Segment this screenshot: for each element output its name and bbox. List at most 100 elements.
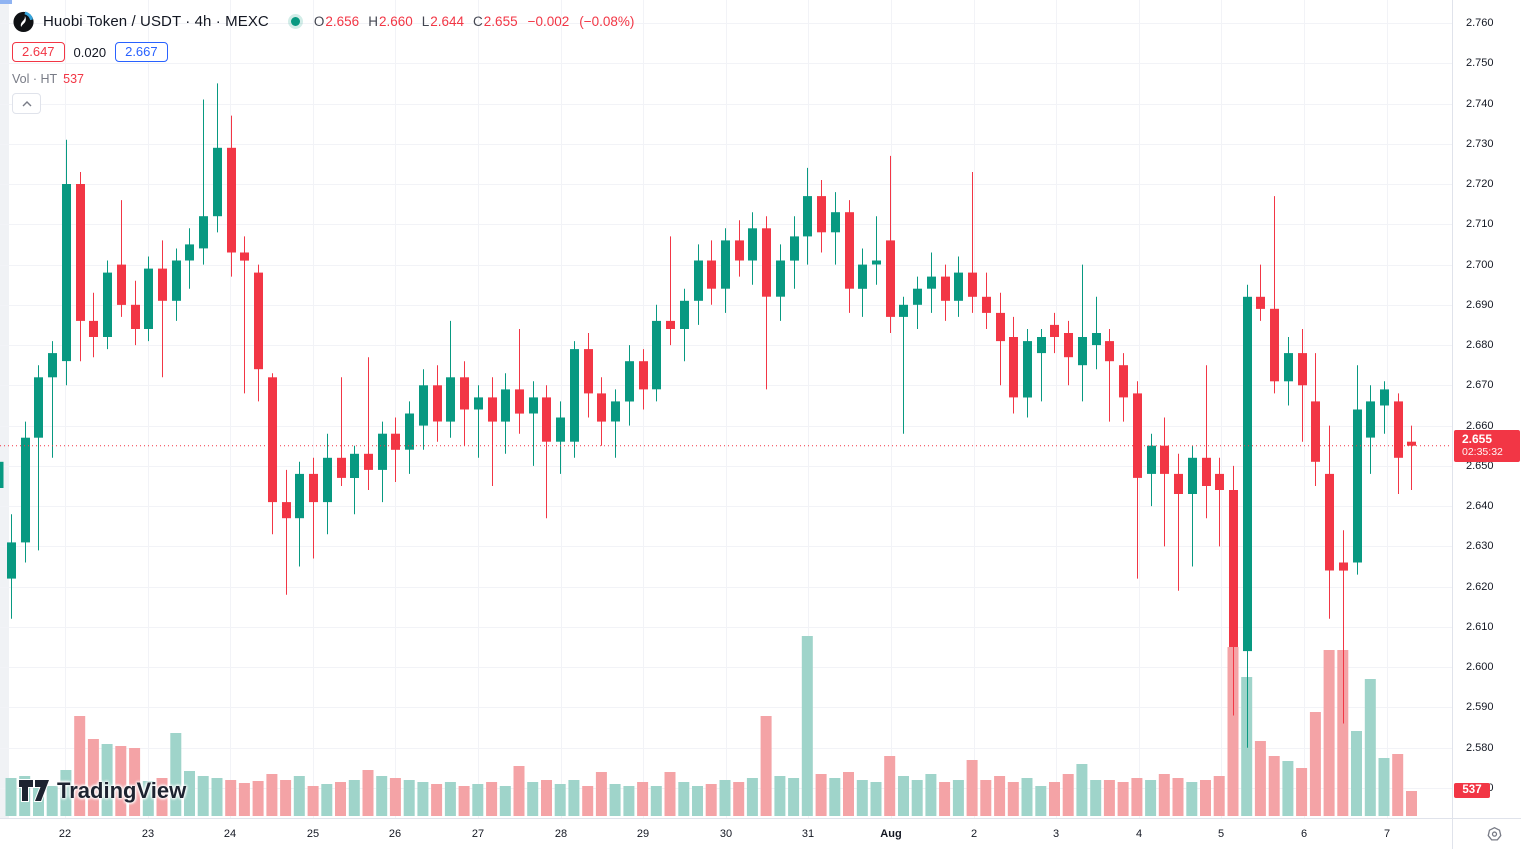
time-tick-label: 25: [306, 828, 320, 840]
candle-body: [419, 385, 428, 426]
candle-body: [611, 401, 620, 422]
candle-body: [803, 196, 812, 237]
volume-bar: [609, 784, 621, 816]
volume-bar: [843, 772, 854, 816]
candle-body: [584, 349, 593, 394]
volume-bar: [1090, 780, 1102, 816]
price-tick-label: 2.720: [1466, 178, 1494, 190]
volume-bar: [582, 786, 594, 816]
left-edge-strip: [0, 0, 9, 849]
candle-body: [735, 240, 744, 261]
candle-body: [872, 260, 881, 265]
volume-bar: [856, 780, 868, 816]
candle-body: [927, 276, 936, 289]
collapse-legend-button[interactable]: [12, 93, 41, 114]
candle-body: [941, 276, 950, 301]
candle-body: [1188, 457, 1197, 494]
volume-bar: [348, 780, 360, 816]
volume-bar: [46, 786, 58, 816]
volume-bar: [156, 778, 168, 816]
time-tick-label: 2: [970, 828, 978, 840]
candle-body: [748, 228, 757, 261]
candle-body: [1174, 473, 1183, 494]
spread-value: 0.020: [73, 44, 107, 60]
volume-bar: [1268, 756, 1280, 816]
high-value: 2.660: [378, 13, 413, 29]
volume-bar: [280, 780, 292, 816]
volume-bar: [884, 756, 896, 816]
candle-body: [529, 397, 538, 414]
price-axis[interactable]: 2.5702.5802.5902.6002.6102.6202.6302.640…: [1452, 0, 1521, 818]
volume-bar: [1406, 791, 1417, 816]
volume-bar: [142, 781, 154, 816]
price-tick-label: 2.650: [1466, 459, 1494, 472]
volume-bar: [513, 766, 525, 816]
sell-price-button[interactable]: 2.647: [12, 42, 65, 62]
volume-bar: [321, 784, 333, 816]
symbol-title[interactable]: Huobi Token / USDT · 4h · MEXC: [43, 12, 269, 30]
chart-settings-button[interactable]: [1486, 826, 1503, 843]
volume-bar: [431, 784, 443, 816]
volume-bar: [1296, 768, 1308, 816]
price-tick-label: 2.660: [1466, 419, 1494, 432]
time-tick-label: 4: [1135, 828, 1143, 840]
volume-bar: [1200, 780, 1211, 816]
candle-body: [762, 228, 771, 297]
volume-bar: [362, 770, 374, 816]
time-tick-label: 28: [554, 828, 568, 840]
candle-body: [1202, 457, 1211, 486]
price-tick-label: 2.730: [1466, 137, 1494, 150]
volume-bar: [554, 784, 566, 816]
volume-bar: [238, 783, 250, 816]
candle-body: [117, 264, 126, 305]
candle-body: [1037, 337, 1046, 354]
chart-pane[interactable]: [0, 0, 1452, 818]
volume-bar: [939, 782, 951, 816]
change-percent: (−0.08%): [579, 13, 635, 29]
time-tick-label: 6: [1300, 828, 1308, 840]
volume-bar: [499, 786, 511, 816]
candle-body: [62, 184, 71, 362]
candle-body: [982, 296, 991, 313]
volume-bar: [129, 748, 141, 816]
volume-bar: [389, 778, 401, 816]
volume-bar: [1337, 650, 1349, 816]
volume-bar: [1007, 782, 1019, 816]
time-tick-label: 27: [471, 828, 485, 840]
time-tick-label: 5: [1217, 828, 1225, 840]
volume-bar: [266, 774, 278, 816]
volume-bar: [403, 780, 415, 816]
high-label: H: [368, 13, 378, 29]
candle-body: [1105, 341, 1114, 362]
candle-body: [1009, 337, 1018, 398]
volume-bar: [788, 778, 800, 816]
candle-body: [625, 361, 634, 402]
last-price-value: 2.655: [1462, 432, 1493, 446]
candle-body: [323, 457, 332, 503]
candle-body: [433, 385, 442, 422]
price-tick-label: 2.590: [1466, 701, 1494, 714]
candle-body: [1050, 324, 1059, 337]
candle-body: [1380, 389, 1389, 406]
volume-bar: [1021, 778, 1033, 816]
candle-body: [1229, 490, 1238, 647]
candle-body: [954, 272, 963, 301]
candle-body: [666, 320, 675, 329]
volume-indicator-label[interactable]: Vol · HT: [12, 72, 58, 86]
volume-bar: [1158, 774, 1170, 816]
volume-bar: [1049, 782, 1060, 816]
buy-price-button[interactable]: 2.667: [115, 42, 168, 62]
volume-bar: [650, 786, 662, 816]
time-axis[interactable]: 22 23 24 25 26 27 28 29 30 31 Aug 2 3 4 5 6 7: [0, 818, 1452, 849]
volume-bar: [1213, 776, 1225, 816]
volume-bar: [595, 772, 607, 816]
candle-body: [378, 433, 387, 470]
volume-bar: [335, 782, 346, 816]
volume-bar: [1186, 782, 1198, 816]
candle-body: [1339, 562, 1348, 571]
volume-bar: [1076, 764, 1088, 816]
candle-body: [858, 264, 867, 289]
candle-body: [254, 272, 263, 370]
bid-ask-row: 2.647 0.020 2.667: [12, 41, 634, 63]
time-tick-label: 29: [636, 828, 650, 840]
